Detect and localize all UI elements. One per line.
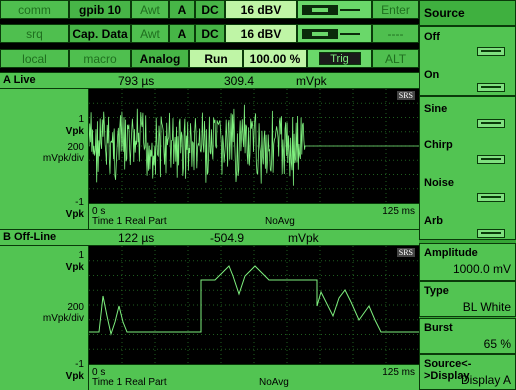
analog-button[interactable]: Analog	[131, 49, 189, 68]
dc-button-1[interactable]: DC	[195, 0, 225, 19]
local-button[interactable]: local	[0, 49, 69, 68]
off-label: Off	[424, 31, 440, 43]
source-display-value: Display A	[460, 373, 511, 387]
pane-a-header: A Live 793 µs 309.4 mVpk	[0, 72, 419, 89]
gpib-button[interactable]: gpib 10	[69, 0, 131, 19]
amplitude-key[interactable]: Amplitude 1000.0 mV	[419, 243, 516, 281]
pane-a-avg: NoAvg	[265, 216, 295, 227]
source-display-key[interactable]: Source<->Display Display A	[419, 354, 516, 390]
srs-logo-b: SRS	[396, 248, 415, 257]
pane-b-yaxis: 1 Vpk 200 mVpk/div -1 Vpk	[0, 246, 89, 390]
range-display-1: 16 dBV	[225, 0, 297, 19]
chirp-label: Chirp	[424, 139, 453, 151]
on-indicator	[477, 83, 505, 92]
pane-b-ydiv: 200	[67, 302, 84, 313]
burst-value: 65 %	[483, 337, 511, 351]
pane-a-ytop-unit: Vpk	[65, 126, 84, 137]
percent-display: 100.00 %	[243, 49, 307, 68]
pane-a-xstart: 0 s	[92, 206, 106, 217]
chirp-indicator	[477, 155, 505, 164]
type-key[interactable]: Type BL White	[419, 281, 516, 317]
macro-button[interactable]: macro	[69, 49, 131, 68]
pane-a-footer: 0 s 125 ms Time 1 Real Part NoAvg	[89, 203, 419, 229]
pane-b-ytop: 1	[78, 250, 84, 261]
pane-b-ydiv-unit: mVpk/div	[42, 313, 84, 324]
srs-logo-a: SRS	[396, 91, 415, 100]
pane-a-trace-area	[89, 89, 419, 203]
softkey-title-text: Source	[424, 6, 465, 20]
awt-button-2[interactable]: Awt	[131, 24, 169, 43]
pane-b-ytop-unit: Vpk	[65, 262, 84, 273]
alt-button[interactable]: ALT	[372, 49, 419, 68]
on-label: On	[424, 69, 440, 81]
pane-b-ybot-unit: Vpk	[65, 371, 84, 382]
dashes-button[interactable]: ----	[372, 24, 419, 43]
amplitude-value: 1000.0 mV	[452, 262, 511, 276]
pane-b-marker-y: -504.9	[210, 231, 245, 245]
pane-b-marker-x: 122 µs	[118, 231, 155, 245]
softkey-panel: Source Off On Sine Chirp Noise Arb Ampli…	[419, 0, 516, 390]
noise-label: Noise	[424, 177, 454, 189]
pane-b-header: B Off-Line 122 µs -504.9 mVpk	[0, 229, 419, 246]
pane-b-xstart: 0 s	[92, 367, 106, 378]
pane-a-ybot: -1	[75, 197, 84, 208]
pane-a-yaxis: 1 Vpk 200 mVpk/div -1 Vpk	[0, 89, 89, 229]
pane-b-trace	[89, 265, 419, 336]
trig-label: Trig	[318, 52, 361, 65]
sine-indicator	[477, 119, 505, 128]
pane-a-ybot-unit: Vpk	[65, 209, 84, 220]
comm-button[interactable]: comm	[0, 0, 69, 19]
dc-button-2[interactable]: DC	[195, 24, 225, 43]
pane-a-ytop: 1	[78, 114, 84, 125]
amplitude-label: Amplitude	[424, 247, 478, 259]
awt-button-1[interactable]: Awt	[131, 0, 169, 19]
cap-data-button[interactable]: Cap. Data	[69, 24, 131, 43]
pane-b-marker-unit: mVpk	[288, 231, 319, 245]
pane-b-xend: 125 ms	[382, 367, 415, 378]
softkey-title: Source	[419, 0, 516, 26]
burst-key[interactable]: Burst 65 %	[419, 318, 516, 354]
level-meter-1	[297, 0, 372, 19]
run-button[interactable]: Run	[189, 49, 243, 68]
source-display-label: Source<->Display	[424, 358, 472, 382]
pane-b-avg: NoAvg	[259, 377, 289, 388]
pane-b-plot[interactable]: SRS	[89, 246, 419, 364]
source-onoff-key[interactable]: Off On	[419, 26, 516, 96]
enter-button[interactable]: Enter	[372, 0, 419, 19]
burst-label: Burst	[424, 322, 453, 334]
channel-a-button-2[interactable]: A	[169, 24, 195, 43]
pane-b-measurement: Time 1 Real Part	[92, 377, 167, 388]
sine-label: Sine	[424, 103, 448, 115]
srq-button[interactable]: srq	[0, 24, 69, 43]
pane-a-ydiv-unit: mVpk/div	[42, 153, 84, 164]
pane-b-ybot: -1	[75, 359, 84, 370]
pane-b-name: B Off-Line	[3, 231, 57, 243]
pane-a-ydiv: 200	[67, 142, 84, 153]
off-indicator	[477, 47, 505, 56]
channel-a-button-1[interactable]: A	[169, 0, 195, 19]
pane-b-footer: 0 s 125 ms Time 1 Real Part NoAvg	[89, 364, 419, 390]
pane-a-marker-y: 309.4	[224, 74, 255, 88]
pane-a-trace	[89, 104, 419, 186]
source-type-key[interactable]: Sine Chirp Noise Arb	[419, 96, 516, 240]
arb-indicator	[477, 229, 505, 238]
pane-a-measurement: Time 1 Real Part	[92, 216, 167, 227]
pane-a-name: A Live	[3, 74, 36, 86]
trig-indicator[interactable]: Trig	[307, 49, 372, 68]
pane-a-marker-unit: mVpk	[296, 74, 327, 88]
pane-a-xend: 125 ms	[382, 206, 415, 217]
level-meter-2	[297, 24, 372, 43]
pane-b-trace-area	[89, 246, 419, 364]
pane-a-plot[interactable]: SRS	[89, 89, 419, 203]
range-display-2: 16 dBV	[225, 24, 297, 43]
type-value: BL White	[462, 300, 511, 314]
pane-a-marker-x: 793 µs	[118, 74, 155, 88]
type-label: Type	[424, 285, 449, 297]
arb-label: Arb	[424, 215, 443, 227]
noise-indicator	[477, 193, 505, 202]
